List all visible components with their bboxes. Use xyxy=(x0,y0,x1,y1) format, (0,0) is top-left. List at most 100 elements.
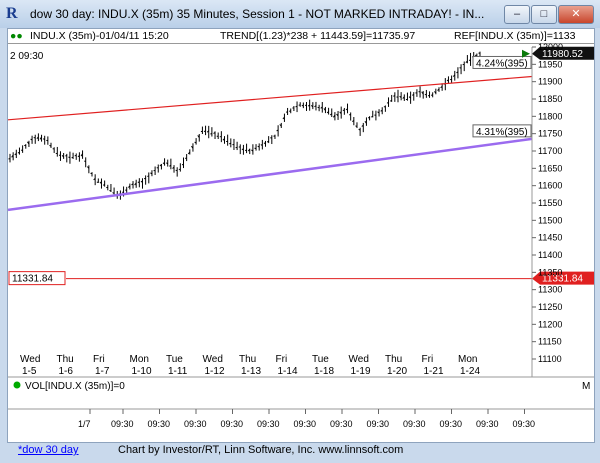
price-bar-open xyxy=(203,130,206,133)
price-bar-open xyxy=(102,184,105,186)
chart-panel[interactable]: ●● INDU.X (35m)-01/04/11 15:20 TREND[(1.… xyxy=(7,28,595,443)
price-bar-open xyxy=(459,67,462,69)
close-button[interactable]: ✕ xyxy=(558,5,594,24)
price-bar-open xyxy=(30,138,33,141)
price-bar-open xyxy=(194,141,197,144)
window-title: dow 30 day: INDU.X (35m) 35 Minutes, Ses… xyxy=(30,7,485,21)
price-bar-open xyxy=(310,105,314,108)
price-bar-open xyxy=(191,145,194,149)
maximize-button[interactable]: □ xyxy=(531,5,557,24)
layout-link[interactable]: *dow 30 day xyxy=(18,444,79,456)
y-tick-label: 11950 xyxy=(538,59,562,69)
y-tick-label: 11350 xyxy=(538,267,562,277)
price-bar-open xyxy=(314,105,317,108)
price-bar-open xyxy=(266,140,269,143)
y-tick-label: 11500 xyxy=(538,215,562,225)
volume-m-marker: M xyxy=(582,381,590,392)
day-of-week-label: Fri xyxy=(422,354,434,365)
x-tick-label: 09:30 xyxy=(111,419,134,429)
x-tick-label: 09:30 xyxy=(476,419,499,429)
price-bar-open xyxy=(86,166,90,169)
y-tick-label: 11850 xyxy=(538,94,562,104)
header-icons[interactable]: ●● xyxy=(10,30,23,42)
day-date-label: 1-5 xyxy=(22,366,37,377)
header-ref[interactable]: REF[INDU.X (35m)]=1133 xyxy=(454,30,576,42)
price-bar-open xyxy=(175,169,178,172)
day-of-week-label: Thu xyxy=(385,354,402,365)
price-bar-open xyxy=(317,106,320,109)
header-symbol[interactable]: INDU.X (35m)-01/04/11 15:20 xyxy=(30,30,169,42)
y-tick-label: 11150 xyxy=(538,337,562,347)
price-bar-open xyxy=(408,96,411,99)
day-of-week-label: Wed xyxy=(349,354,369,365)
price-bar-open xyxy=(282,116,285,120)
price-bar-open xyxy=(36,136,39,140)
y-tick-label: 11200 xyxy=(538,319,562,329)
y-tick-label: 11750 xyxy=(538,129,562,139)
price-bar-open xyxy=(49,144,52,147)
y-tick-label: 11800 xyxy=(538,111,562,121)
y-tick-label: 11600 xyxy=(538,181,562,191)
lower-trend-line[interactable] xyxy=(8,137,533,212)
price-bar-open xyxy=(339,111,342,115)
y-tick-label: 11650 xyxy=(538,163,562,173)
x-tick-label: 09:30 xyxy=(403,419,426,429)
day-of-week-label: Tue xyxy=(166,354,183,365)
price-bar-open xyxy=(14,153,17,156)
y-tick-label: 11300 xyxy=(538,285,562,295)
price-bar-open xyxy=(197,135,200,138)
price-bar-open xyxy=(251,149,254,152)
price-bar-open xyxy=(150,172,153,175)
lower-trend-label: 4.31%(395) xyxy=(476,127,528,138)
title-bar: R dow 30 day: INDU.X (35m) 35 Minutes, S… xyxy=(0,0,600,28)
price-bar-open xyxy=(27,141,30,145)
price-bar-open xyxy=(402,96,405,99)
price-bar-open xyxy=(260,144,263,147)
day-date-label: 1-11 xyxy=(168,366,188,377)
y-tick-label: 11250 xyxy=(538,302,562,312)
volume-icon[interactable] xyxy=(13,381,21,389)
ref-price-tag-left xyxy=(8,271,66,286)
price-bar-open xyxy=(39,136,42,140)
price-chart[interactable]: 2 09:30 4.24%(395) 4.31%(395) 11331.84 1133… xyxy=(8,29,594,442)
volume-label: VOL[INDU.X (35m)]=0 xyxy=(25,381,125,392)
price-bar-open xyxy=(380,109,383,112)
minimize-button[interactable]: – xyxy=(504,5,530,24)
x-tick-label: 09:30 xyxy=(221,419,244,429)
price-bar-open xyxy=(257,145,260,148)
ref-price-tag-right xyxy=(532,271,594,285)
y-tick-label: 11450 xyxy=(538,233,562,243)
price-bar-open xyxy=(399,95,402,98)
x-tick-label: 1/7 xyxy=(78,419,91,429)
last-price-label: 11980.52 xyxy=(542,49,583,60)
price-bar-open xyxy=(465,60,468,63)
price-bar-open xyxy=(247,148,251,152)
status-bar: *dow 30 day Chart by Investor/RT, Linn S… xyxy=(0,441,600,463)
day-date-label: 1-6 xyxy=(59,366,74,377)
price-bar-open xyxy=(437,88,440,91)
price-bar-open xyxy=(93,177,96,181)
day-date-label: 1-14 xyxy=(278,366,298,377)
header-trend[interactable]: TREND[(1.23)*238 + 11443.59]=11735.97 xyxy=(220,30,416,42)
upper-trend-line[interactable] xyxy=(8,75,533,121)
price-bar-open xyxy=(77,155,80,158)
price-bar-open xyxy=(159,164,162,167)
price-bar-open xyxy=(355,125,358,128)
day-date-label: 1-21 xyxy=(424,366,444,377)
price-bar-open xyxy=(134,182,137,186)
price-bar-open xyxy=(169,164,172,167)
last-price-tag xyxy=(532,46,594,60)
price-bar-open xyxy=(358,128,361,131)
session-label: 2 09:30 xyxy=(10,51,44,62)
day-of-week-label: Mon xyxy=(130,354,149,365)
day-date-label: 1-19 xyxy=(351,366,371,377)
price-bar-open xyxy=(33,136,36,139)
price-bar-open xyxy=(323,108,326,111)
x-tick-label: 09:30 xyxy=(440,419,463,429)
x-tick-label: 09:30 xyxy=(148,419,171,429)
x-tick-label: 09:30 xyxy=(184,419,207,429)
price-bar-open xyxy=(329,113,333,116)
price-bar-open xyxy=(440,85,443,89)
upper-trend-label: 4.24%(395) xyxy=(476,58,528,69)
price-bar-open xyxy=(131,183,134,186)
